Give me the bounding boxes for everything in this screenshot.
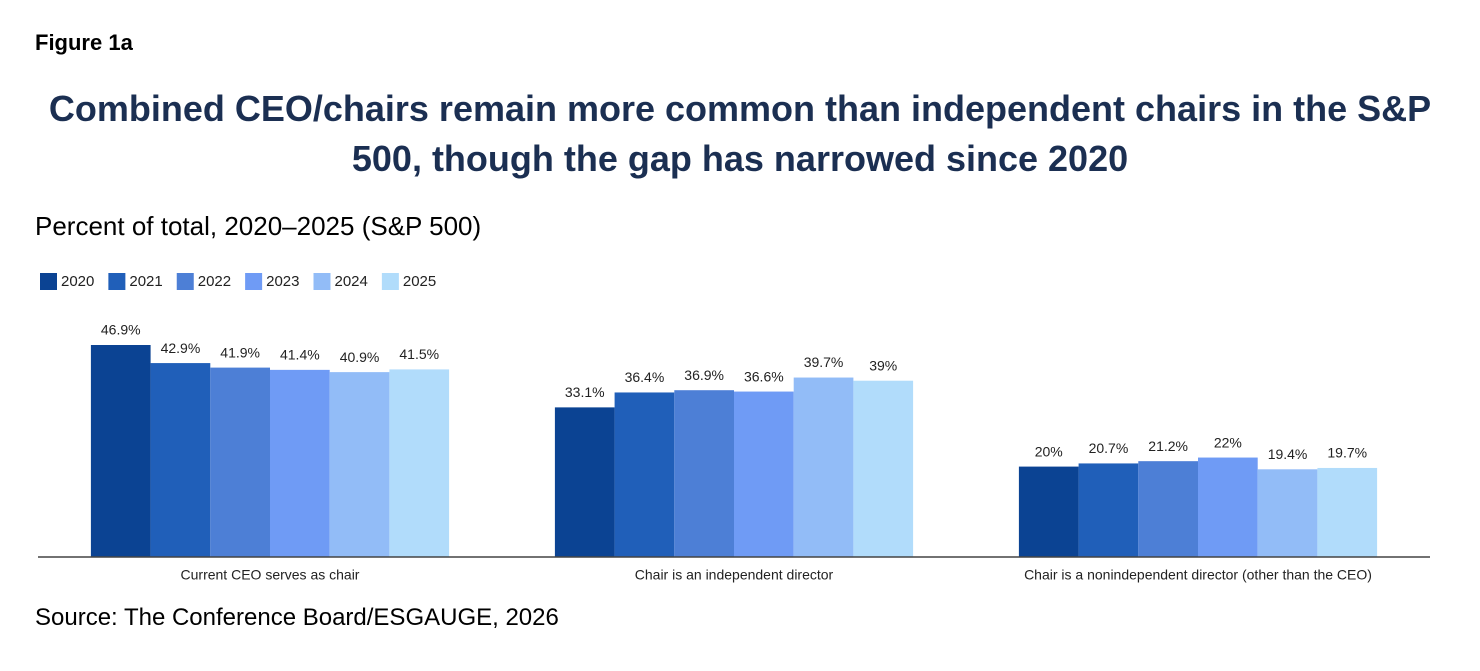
- data-label: 40.9%: [340, 349, 380, 365]
- x-tick-label: Chair is a nonindependent director (othe…: [1024, 567, 1372, 583]
- legend-swatch: [381, 273, 399, 290]
- figure-label: Figure 1a: [35, 30, 133, 55]
- bar: [1317, 467, 1378, 557]
- source-note: Source: The Conference Board/ESGAUGE, 20…: [35, 604, 559, 631]
- data-label: 22%: [1214, 434, 1242, 450]
- bar: [793, 377, 854, 557]
- data-label: 36.4%: [625, 369, 665, 385]
- x-tick-label: Current CEO serves as chair: [181, 567, 360, 583]
- legend-swatch: [40, 273, 57, 290]
- chart-title: Combined CEO/chairs remain more common t…: [48, 88, 1432, 179]
- legend-label: 2021: [129, 273, 162, 290]
- bar: [614, 392, 675, 557]
- data-label: 39.7%: [804, 354, 844, 370]
- bar: [1078, 463, 1139, 557]
- data-label: 20.7%: [1089, 440, 1129, 456]
- legend-label: 2024: [335, 273, 368, 290]
- legend-label: 2022: [198, 273, 231, 290]
- legend-label: 2023: [266, 273, 299, 290]
- bar: [1138, 461, 1198, 557]
- data-label: 39%: [869, 357, 897, 373]
- data-label: 20%: [1035, 443, 1063, 459]
- bar: [270, 369, 330, 557]
- data-label: 19.4%: [1268, 446, 1308, 462]
- bar: [853, 380, 914, 557]
- bar: [554, 407, 615, 557]
- data-label: 19.7%: [1327, 445, 1367, 461]
- bar: [674, 390, 734, 557]
- data-label: 33.1%: [565, 384, 605, 400]
- x-tick-label: Chair is an independent director: [635, 567, 834, 583]
- legend-swatch: [108, 273, 126, 290]
- data-label: 21.2%: [1148, 438, 1188, 454]
- data-label: 46.9%: [101, 322, 141, 338]
- bar: [1198, 457, 1258, 557]
- bar: [329, 372, 390, 557]
- legend-swatch: [176, 273, 194, 290]
- bar: [90, 345, 151, 557]
- data-label: 42.9%: [161, 340, 201, 356]
- legend-label: 2020: [61, 273, 94, 290]
- bar: [389, 369, 450, 557]
- bar: [734, 391, 794, 557]
- chart-subtitle: Percent of total, 2020–2025 (S&P 500): [35, 211, 482, 241]
- bar: [210, 367, 270, 557]
- legend-label: 2025: [403, 273, 436, 290]
- bar: [1257, 469, 1318, 557]
- bar: [150, 363, 211, 557]
- data-label: 36.6%: [744, 368, 784, 384]
- data-label: 41.5%: [399, 346, 439, 362]
- legend-swatch: [245, 273, 263, 290]
- bar: [1018, 466, 1079, 557]
- legend-swatch: [313, 273, 331, 290]
- data-label: 36.9%: [684, 367, 724, 383]
- data-label: 41.4%: [280, 347, 320, 363]
- data-label: 41.9%: [220, 344, 260, 360]
